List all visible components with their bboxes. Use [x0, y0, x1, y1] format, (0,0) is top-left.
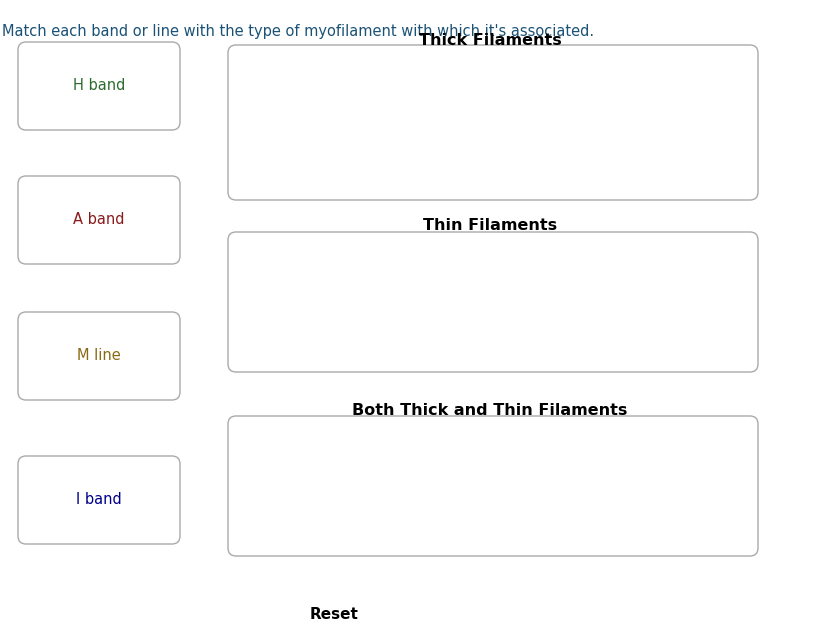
Text: I band: I band — [76, 493, 122, 507]
Text: M line: M line — [77, 349, 121, 363]
Text: A band: A band — [73, 212, 125, 228]
Text: Both Thick and Thin Filaments: Both Thick and Thin Filaments — [352, 403, 628, 418]
Text: Thin Filaments: Thin Filaments — [423, 218, 557, 233]
Text: Thick Filaments: Thick Filaments — [419, 33, 561, 48]
FancyBboxPatch shape — [18, 176, 180, 264]
FancyBboxPatch shape — [228, 232, 758, 372]
FancyBboxPatch shape — [18, 312, 180, 400]
FancyBboxPatch shape — [228, 416, 758, 556]
FancyBboxPatch shape — [18, 456, 180, 544]
FancyBboxPatch shape — [18, 42, 180, 130]
FancyBboxPatch shape — [228, 45, 758, 200]
Text: H band: H band — [73, 79, 125, 93]
Text: Reset: Reset — [310, 607, 359, 622]
Text: Match each band or line with the type of myofilament with which it's associated.: Match each band or line with the type of… — [2, 24, 594, 39]
